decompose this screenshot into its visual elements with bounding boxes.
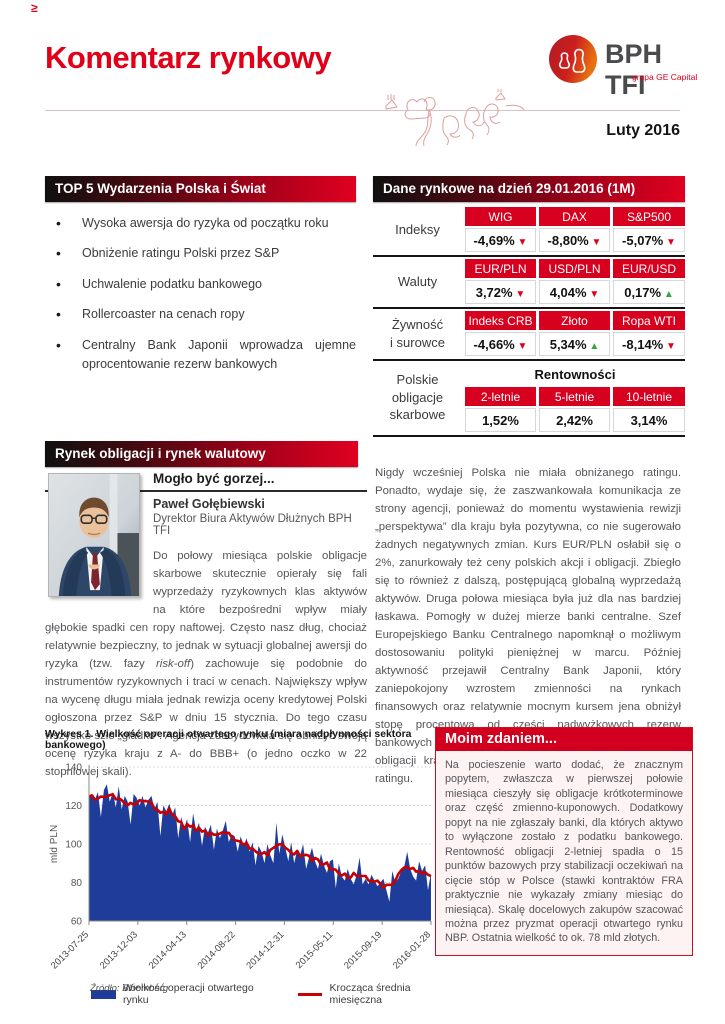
opinion-box-body: Na pocieszenie warto dodać, że znacznym … — [445, 759, 683, 945]
instrument-value: 5,34% ▲ — [539, 332, 610, 356]
triangle-up-icon: ▲ — [586, 341, 600, 352]
triangle-down-icon: ▼ — [514, 341, 528, 352]
article-left-column: Mogło być gorzej... Paweł Gołębiewski Dy… — [45, 471, 367, 781]
triangle-up-icon: ▲ — [661, 289, 674, 300]
bond-fx-section-header: Rynek obligacji i rynek walutowy — [45, 441, 358, 467]
top5-event-item: Centralny Bank Japonii wprowadza ujemne … — [48, 335, 356, 375]
bph-tfi-logo: BPH TFI grupa GE Capital — [548, 32, 708, 100]
instrument-value: -4,69% ▼ — [465, 228, 536, 252]
legend-label-area: Wielkość operacji otwartego rynku — [122, 982, 254, 1006]
article-headline: Mogło być gorzej... — [45, 471, 367, 492]
logo-circle-icon — [549, 35, 597, 83]
triangle-down-icon: ▼ — [512, 289, 526, 300]
instrument-value: 0,17% ▲ — [613, 280, 685, 304]
legend-item-line: Krocząca średnia miesięczna — [297, 982, 443, 1006]
instrument-name: USD/PLN — [539, 259, 610, 278]
page-corner-mark: ≥ — [31, 1, 38, 15]
group-label: Waluty — [397, 273, 438, 289]
open-market-operations-chart: 60 80 100 120 140 2013-07-25 2013-12-03 2014-04… — [49, 763, 433, 972]
instrument-value: -8,80% ▼ — [539, 228, 610, 252]
chart-legend: Wielkość operacji otwartego rynku Kroczą… — [91, 982, 443, 1006]
chart-source: Źródło: Bloomberg — [90, 983, 169, 994]
instrument-name: 2-letnie — [465, 387, 536, 406]
sketch-figures-decoration — [385, 89, 525, 147]
chart-block: Wykres 1. Wielkość operacji otwartego ry… — [45, 729, 443, 1006]
instrument-value: 4,04% ▼ — [539, 280, 610, 304]
instrument-value: -5,07% ▼ — [613, 228, 685, 252]
issue-date: Luty 2016 — [606, 122, 680, 139]
svg-text:120: 120 — [65, 801, 82, 812]
market-data-table: Indeksy WIG DAX S&P500 -4,69% ▼ -8,80% ▼ -5,07… — [373, 205, 685, 437]
line-series-swatch — [297, 992, 323, 996]
svg-text:100: 100 — [65, 840, 82, 851]
svg-text:2014-04-13: 2014-04-13 — [147, 929, 189, 971]
svg-text:2015-09-19: 2015-09-19 — [342, 929, 384, 971]
svg-text:140: 140 — [65, 763, 82, 774]
article-left-paragraph: Do połowy miesiąca polskie obligacje ska… — [45, 550, 367, 779]
instrument-value: 1,52% — [465, 408, 536, 432]
legend-label-line: Krocząca średnia miesięczna — [329, 982, 411, 1006]
top5-event-item: Wysoka awersja do ryzyka od początku rok… — [48, 213, 356, 235]
svg-text:2013-07-25: 2013-07-25 — [49, 929, 91, 971]
yields-span-header: Rentowności — [534, 367, 616, 382]
instrument-name: WIG — [465, 207, 536, 226]
author-name: Paweł Gołębiewski — [153, 497, 265, 511]
header-divider — [45, 110, 680, 111]
top5-events-list: Wysoka awersja do ryzyka od początku rok… — [48, 213, 356, 385]
svg-text:2014-08-22: 2014-08-22 — [196, 929, 238, 971]
group-label: Żywność i surowce — [390, 316, 445, 350]
instrument-value: -4,66% ▼ — [465, 332, 536, 356]
instrument-value: 3,72% ▼ — [465, 280, 536, 304]
page-title: Komentarz rynkowy — [45, 40, 332, 75]
logo-subtitle: grupa GE Capital — [632, 72, 698, 82]
instrument-value: 3,14% — [613, 408, 685, 432]
top5-section-header: TOP 5 Wydarzenia Polska i Świat — [45, 176, 356, 202]
area-series-swatch — [91, 989, 116, 999]
top5-event-item: Obniżenie ratingu Polski przez S&P — [48, 243, 356, 265]
instrument-name: EUR/USD — [613, 259, 685, 278]
legend-item-area: Wielkość operacji otwartego rynku — [91, 982, 256, 1006]
svg-text:2015-05-11: 2015-05-11 — [294, 929, 336, 971]
instrument-name: DAX — [539, 207, 610, 226]
svg-text:2013-12-03: 2013-12-03 — [98, 929, 140, 971]
opinion-box-header: Moim zdaniem... — [436, 728, 692, 751]
instrument-name: EUR/PLN — [465, 259, 536, 278]
group-label: Indeksy — [395, 221, 440, 237]
logo-brand-text: BPH TFI — [605, 39, 663, 100]
market-table-group: Indeksy WIG DAX S&P500 -4,69% ▼ -8,80% ▼ -5,07… — [373, 205, 685, 257]
instrument-name: 5-letnie — [539, 387, 610, 406]
market-table-yields-group: Polskie obligacje skarbowe Rentowności 2-l… — [373, 361, 685, 437]
market-data-section-header: Dane rynkowe na dzień 29.01.2016 (1M) — [373, 176, 685, 202]
article-right-column: Nigdy wcześniej Polska nie miała obniżan… — [375, 464, 681, 788]
triangle-down-icon: ▼ — [586, 289, 600, 300]
triangle-down-icon: ▼ — [588, 237, 602, 248]
triangle-down-icon: ▼ — [663, 341, 676, 352]
top5-event-item: Uchwalenie podatku bankowego — [48, 274, 356, 296]
author-role: Dyrektor Biura Aktywów Dłużnych BPH TFI — [153, 513, 352, 537]
instrument-name: Złoto — [539, 311, 610, 330]
instrument-name: 10-letnie — [613, 387, 685, 406]
opinion-box: Moim zdaniem... Na pocieszenie warto dod… — [435, 727, 693, 956]
instrument-name: S&P500 — [613, 207, 685, 226]
instrument-name: Ropa WTI — [613, 311, 685, 330]
instrument-name: Indeks CRB — [465, 311, 536, 330]
instrument-value: 2,42% — [539, 408, 610, 432]
chart-title: Wykres 1. Wielkość operacji otwartego ry… — [45, 729, 412, 751]
group-label: Polskie obligacje skarbowe — [389, 372, 446, 423]
triangle-down-icon: ▼ — [663, 237, 676, 248]
svg-text:80: 80 — [71, 878, 83, 889]
svg-text:2016-01-28: 2016-01-28 — [391, 929, 433, 971]
author-photo — [48, 473, 140, 597]
triangle-down-icon: ▼ — [514, 237, 528, 248]
market-table-group: Waluty EUR/PLN USD/PLN EUR/USD 3,72% ▼ 4,04% … — [373, 257, 685, 309]
top5-event-item: Rollercoaster na cenach ropy — [48, 304, 356, 326]
svg-text:60: 60 — [71, 917, 83, 928]
svg-text:2014-12-31: 2014-12-31 — [244, 929, 286, 971]
market-table-group: Żywność i surowce Indeks CRB Złoto Ropa WTI… — [373, 309, 685, 361]
svg-text:mld PLN: mld PLN — [49, 825, 60, 863]
article-right-paragraph: Nigdy wcześniej Polska nie miała obniżan… — [375, 467, 681, 786]
instrument-value: -8,14% ▼ — [613, 332, 685, 356]
